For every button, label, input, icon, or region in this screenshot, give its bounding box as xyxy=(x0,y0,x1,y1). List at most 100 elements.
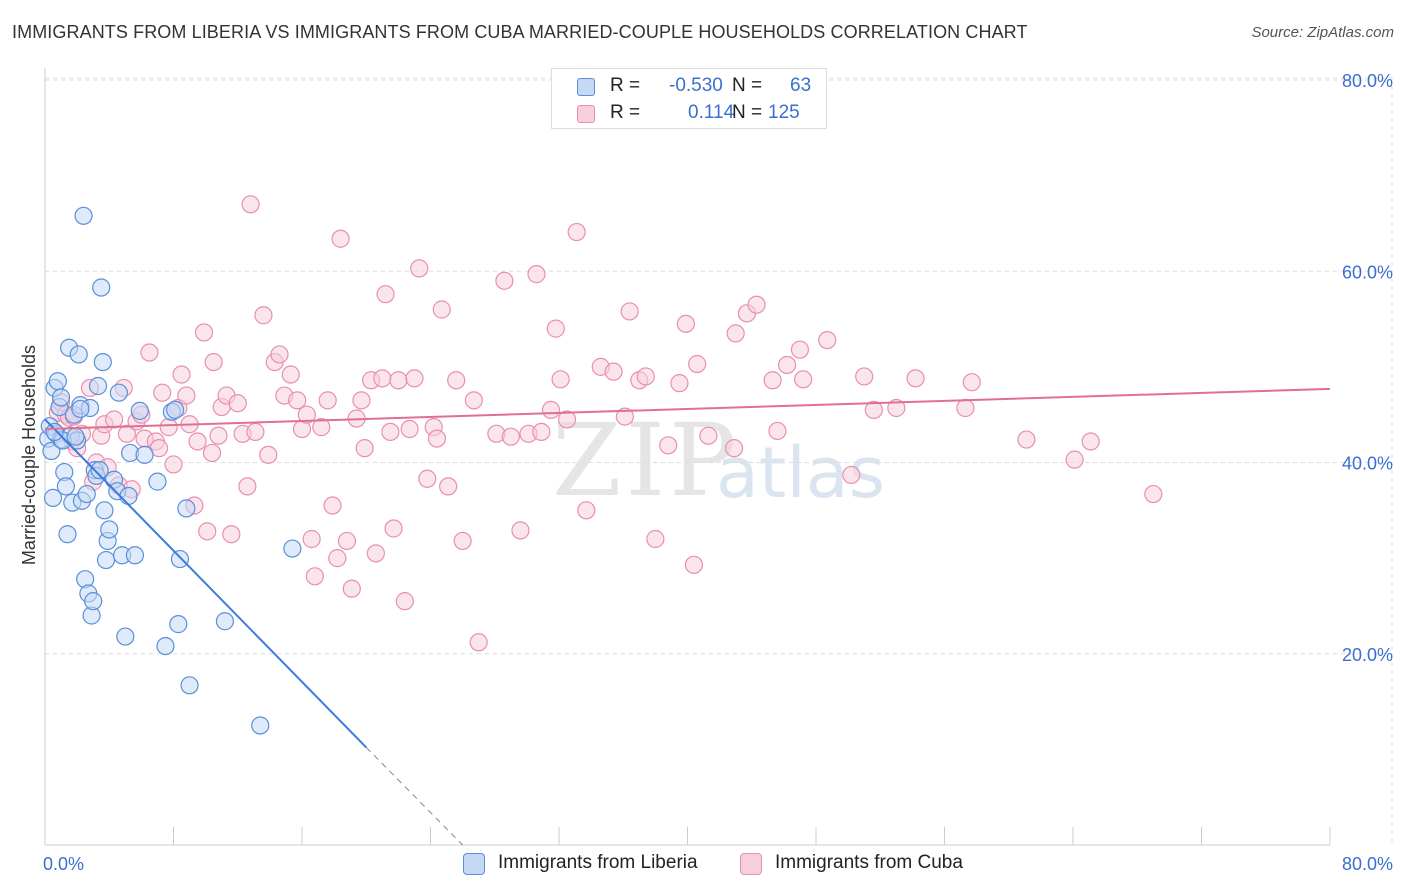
liberia-point xyxy=(148,472,167,491)
cuba-point xyxy=(620,302,639,321)
liberia-point xyxy=(156,636,175,656)
cuba-point xyxy=(794,370,813,389)
legend-n-label: N = xyxy=(732,102,763,123)
liberia-point xyxy=(66,427,85,446)
x-tick-label-min: 0.0% xyxy=(43,854,84,874)
cuba-point xyxy=(777,355,797,375)
liberia-point xyxy=(51,388,71,407)
cuba-point xyxy=(724,439,744,458)
cuba-point xyxy=(312,418,331,437)
liberia-point xyxy=(90,461,109,480)
liberia-point xyxy=(215,612,234,631)
cuba-point xyxy=(688,354,707,374)
liberia-swatch xyxy=(577,78,595,96)
cuba-point xyxy=(323,496,342,515)
watermark-zip: ZIP xyxy=(552,402,741,519)
cuba-point xyxy=(355,439,374,458)
cuba-point xyxy=(381,422,400,441)
liberia-point xyxy=(69,345,88,364)
cuba-point xyxy=(270,345,289,364)
cuba-point xyxy=(541,400,561,420)
legend-liberia-r: -0.530 xyxy=(669,75,723,96)
cuba-point xyxy=(962,373,981,392)
legend-r-label: R = xyxy=(610,75,641,96)
cuba-point xyxy=(241,195,260,214)
cuba-point xyxy=(342,579,361,598)
cuba-point xyxy=(352,391,371,410)
cuba-point xyxy=(209,426,228,445)
axes xyxy=(44,68,1331,846)
cuba-point xyxy=(1144,484,1163,504)
cuba-point xyxy=(140,343,159,362)
liberia-point xyxy=(48,372,67,391)
liberia-point xyxy=(74,206,93,225)
cuba-point xyxy=(699,426,718,445)
liberia-point xyxy=(169,615,188,634)
cuba-point xyxy=(567,222,586,242)
cuba-point xyxy=(469,633,488,652)
cuba-point xyxy=(855,367,874,386)
x-tick-label-max: 80.0% xyxy=(1342,854,1393,874)
legend-liberia-n: 63 xyxy=(790,75,812,96)
cuba-point xyxy=(188,432,207,451)
cuba-point xyxy=(615,407,634,426)
cuba-point xyxy=(763,371,782,390)
y-tick-label: 60.0% xyxy=(1342,262,1393,282)
cuba-point xyxy=(395,592,414,611)
cuba-point xyxy=(246,422,265,441)
cuba-point xyxy=(366,544,385,563)
cuba-point xyxy=(297,405,316,424)
cuba-point xyxy=(768,421,787,441)
cuba-point xyxy=(842,465,861,485)
legend-cuba-r: 0.114 xyxy=(688,102,735,123)
cuba-point xyxy=(405,369,424,388)
cuba-legend-label: Immigrants from Cuba xyxy=(775,852,963,873)
liberia-legend-swatch xyxy=(463,853,485,875)
liberia-legend-label: Immigrants from Liberia xyxy=(498,852,698,873)
cuba-point xyxy=(557,410,577,429)
cuba-point xyxy=(439,477,458,496)
cuba-point xyxy=(204,352,223,372)
cuba-point xyxy=(551,370,570,389)
liberia-point xyxy=(116,627,135,646)
cuba-point xyxy=(511,521,530,540)
cuba-point xyxy=(164,455,183,474)
liberia-point xyxy=(88,376,108,396)
liberia-point xyxy=(56,477,75,496)
cuba-point xyxy=(410,259,429,278)
cuba-point xyxy=(790,340,810,359)
cuba-point xyxy=(1065,450,1084,469)
liberia-point xyxy=(177,499,196,518)
liberia-point xyxy=(96,550,116,570)
cuba-point xyxy=(670,374,689,393)
cuba-point xyxy=(198,522,217,541)
liberia-point xyxy=(84,592,103,611)
cuba-point xyxy=(337,531,357,551)
cuba-point xyxy=(104,410,124,429)
cuba-point xyxy=(887,398,906,418)
cuba-point xyxy=(501,427,520,446)
liberia-point xyxy=(283,539,302,558)
cuba-point xyxy=(318,391,337,410)
source-label[interactable]: Source: ZipAtlas.com xyxy=(1251,24,1394,41)
cuba-point xyxy=(254,306,273,325)
cuba-point xyxy=(532,422,551,441)
cuba-point xyxy=(1081,432,1100,451)
y-tick-label: 20.0% xyxy=(1342,645,1393,665)
series-cuba-points xyxy=(48,195,1163,652)
liberia-point xyxy=(180,676,199,695)
tick-labels: 20.0% 40.0% 60.0% 80.0% 0.0% 80.0% xyxy=(43,71,1393,874)
cuba-point xyxy=(384,519,403,538)
cuba-swatch xyxy=(577,105,595,123)
liberia-point xyxy=(170,549,190,569)
cuba-point xyxy=(659,436,678,455)
trend-lines xyxy=(44,387,1331,846)
cuba-point xyxy=(726,324,745,343)
liberia-point xyxy=(100,520,119,539)
cuba-point xyxy=(238,477,257,496)
liberia-point xyxy=(109,383,128,402)
liberia-point xyxy=(92,278,111,297)
cuba-point xyxy=(464,391,483,410)
cuba-point xyxy=(222,525,241,544)
liberia-point xyxy=(43,488,63,507)
